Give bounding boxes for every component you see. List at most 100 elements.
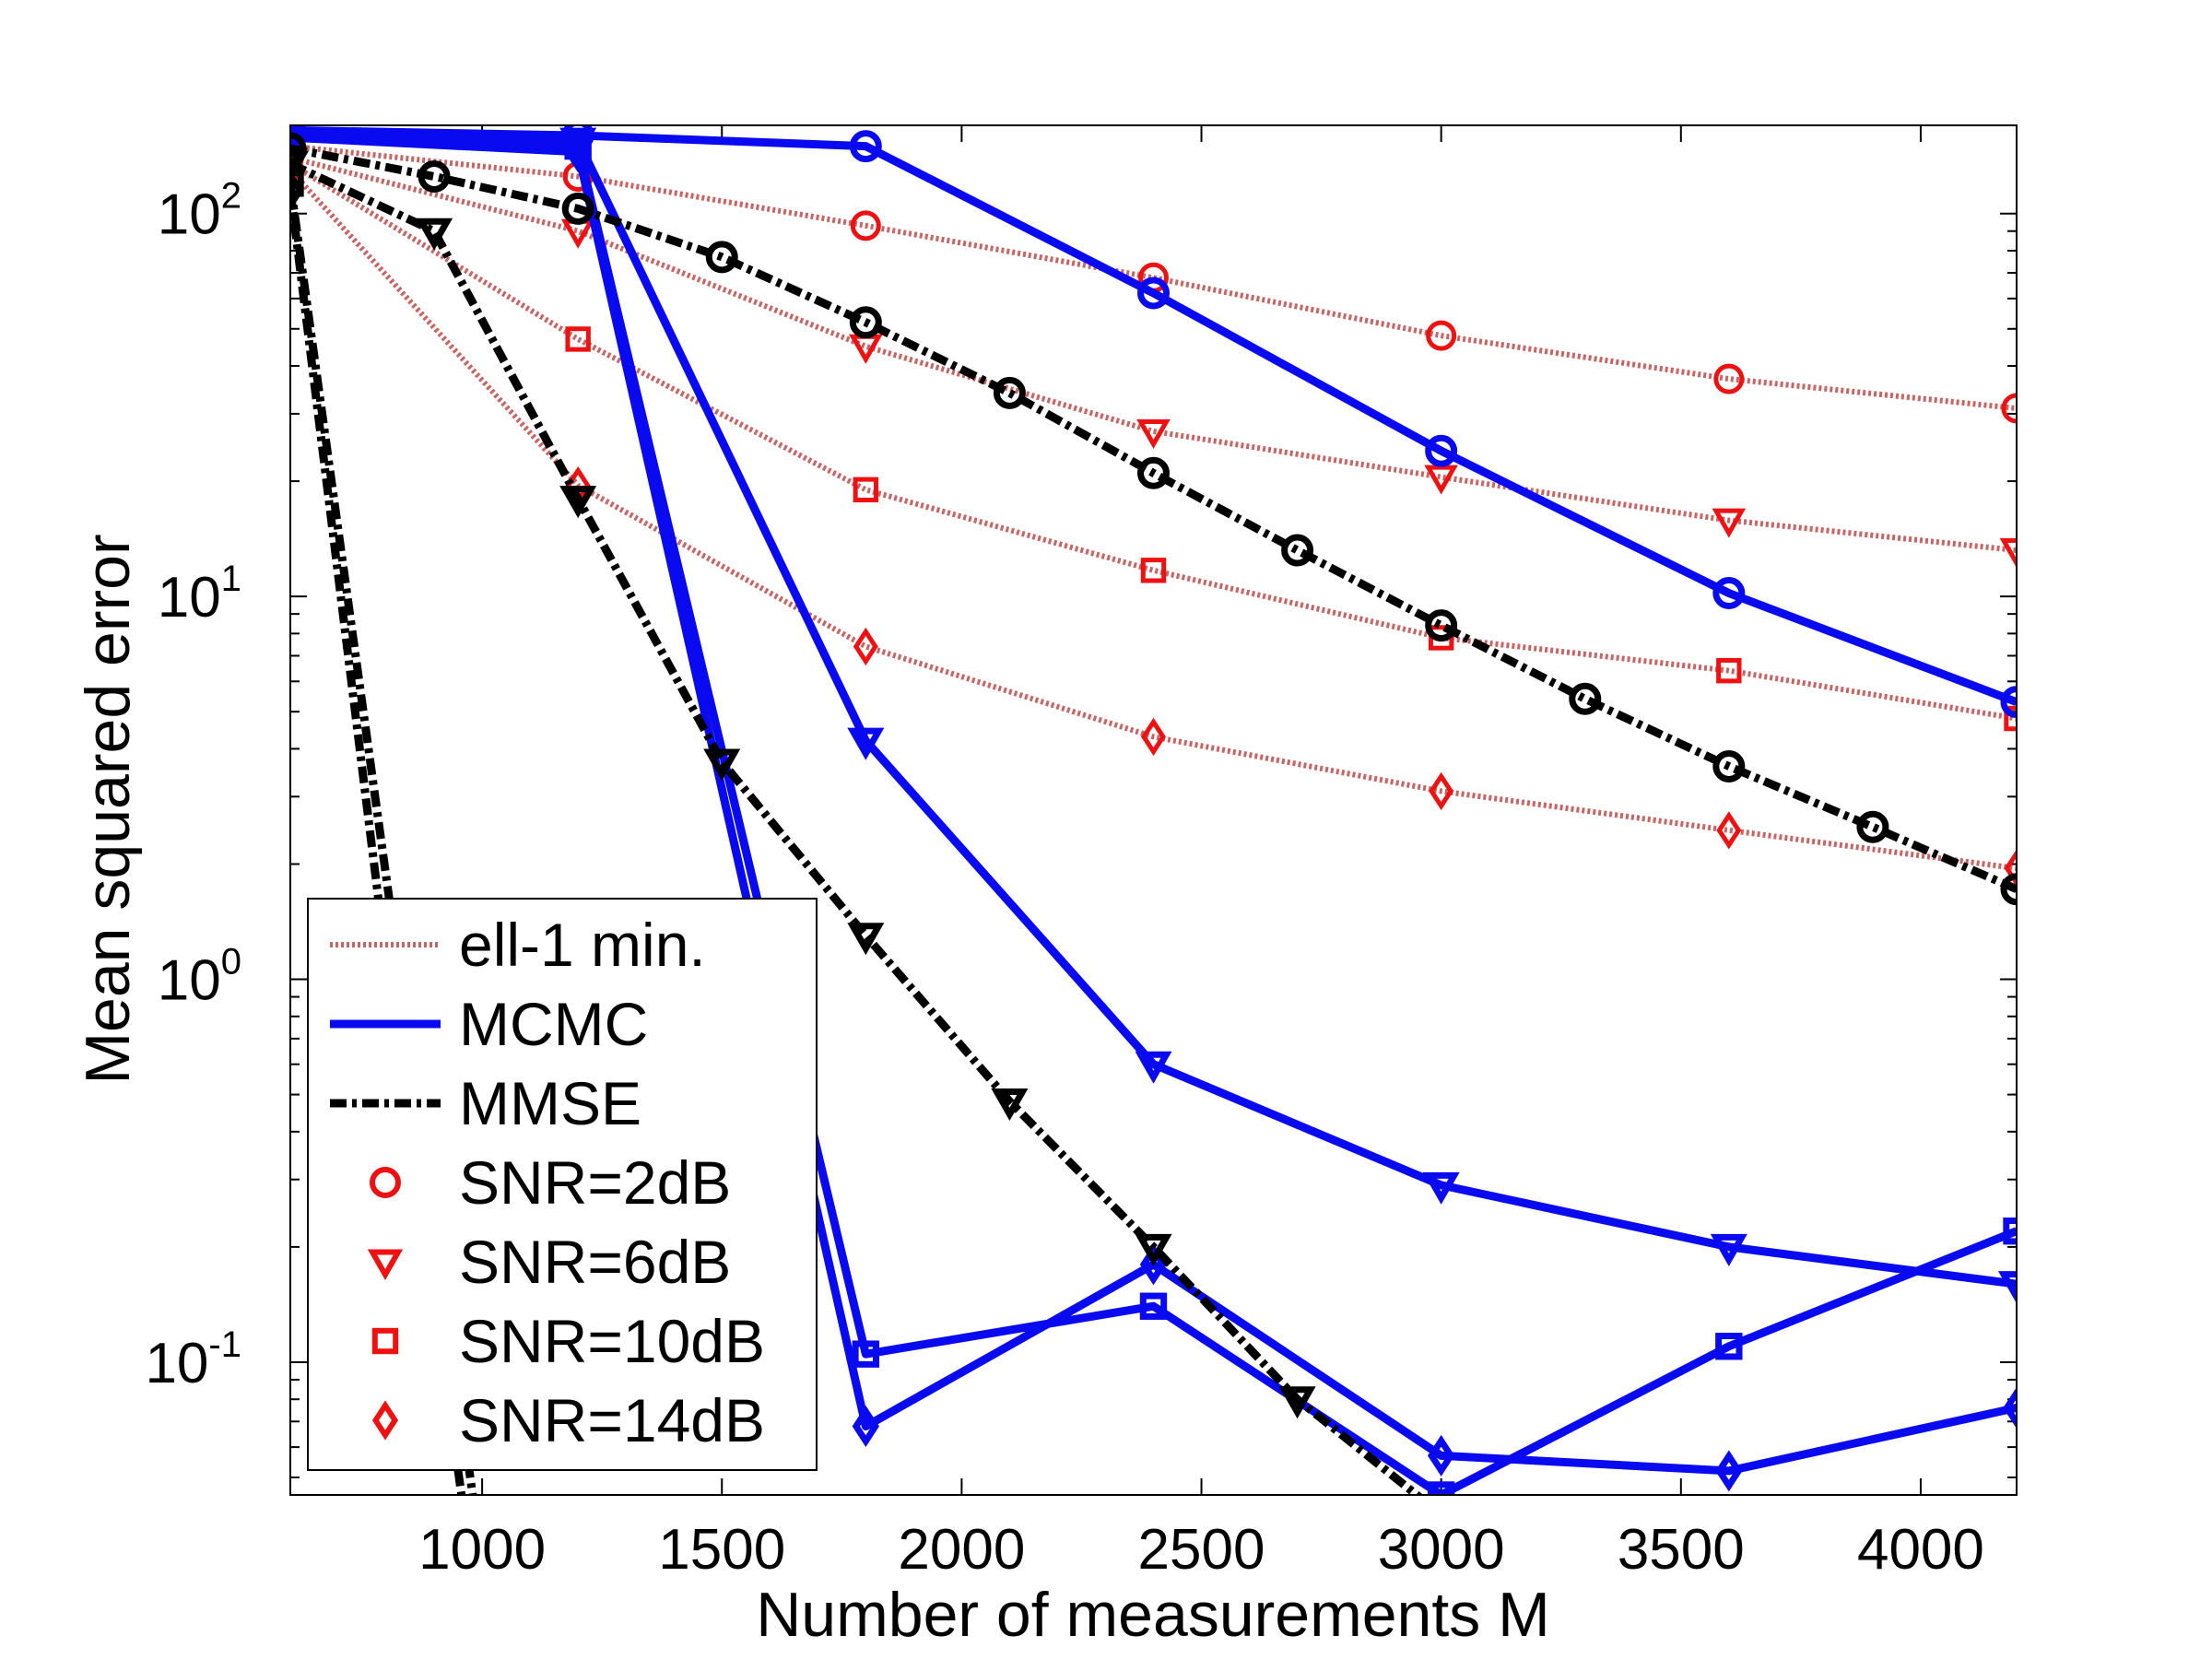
legend-marker-triangle [367, 1249, 404, 1281]
series-mmse-snr-6db [290, 150, 1424, 1495]
x-tick-label: 1000 [418, 1518, 546, 1582]
x-tick-label: 4000 [1857, 1518, 1984, 1582]
point-mcmc-snr-2db [2000, 686, 2017, 719]
point-mmse-snr-2db [1281, 534, 1314, 567]
point-mcmc-snr-2db [1712, 577, 1746, 610]
point-mmse-snr-2db [705, 241, 738, 274]
point-mcmc-snr-6db [847, 727, 885, 760]
point-mmse-snr-6db [416, 218, 453, 251]
y-tick-label: 101 [158, 559, 241, 629]
legend-label-ell1: ell-1 min. [459, 911, 706, 979]
point-ell-1-min-snr-2db [1713, 363, 1745, 394]
line-mmse-snr-6db [290, 159, 1424, 1495]
point-ell-1-min-snr-2db [2001, 393, 2017, 424]
y-tick-label: 10-1 [145, 1324, 241, 1395]
point-ell-1-min-snr-6db [1136, 418, 1171, 449]
legend: ell-1 min. MCMC MMSE SNR=2dB SNR=6dB SNR=10dB… [307, 898, 818, 1471]
legend-label-snr-10db: SNR=10dB [459, 1307, 765, 1375]
point-mcmc-snr-6db [1997, 1271, 2017, 1304]
point-mcmc-snr-10db [1427, 1481, 1455, 1495]
line-ell-1-min-snr-10db [290, 161, 2017, 722]
x-axis-title: Number of measurements M [756, 1580, 1550, 1650]
point-ell-1-min-snr-6db [1999, 538, 2017, 569]
point-ell-1-min-snr-14db [1429, 771, 1454, 811]
plot-frame [289, 124, 2018, 1496]
point-ell-1-min-snr-6db [1424, 465, 1458, 495]
point-mmse-snr-6db [290, 150, 310, 183]
legend-marker-circle [370, 1167, 401, 1198]
point-ell-1-min-snr-2db [850, 210, 881, 241]
point-mmse-snr-2db [1137, 456, 1170, 489]
point-mmse-snr-2db [1425, 609, 1458, 642]
x-tick-label: 2500 [1138, 1518, 1265, 1582]
point-mcmc-snr-10db [2003, 1217, 2017, 1245]
point-mcmc-snr-6db [1422, 1171, 1460, 1205]
point-mcmc-snr-10db [852, 1340, 880, 1368]
point-mcmc-snr-6db [1135, 1051, 1172, 1084]
x-tick-label: 3500 [1618, 1518, 1745, 1582]
x-tick-label: 3000 [1378, 1518, 1505, 1582]
point-mcmc-snr-2db [1425, 434, 1458, 467]
point-ell-1-min-snr-10db [2004, 705, 2017, 732]
y-axis-title: Mean squared error [73, 534, 143, 1084]
x-tick-label: 1500 [658, 1518, 785, 1582]
legend-label-snr-6db: SNR=6dB [459, 1228, 731, 1296]
point-mmse-snr-2db [418, 159, 451, 193]
point-mmse-snr-2db [1569, 682, 1602, 715]
point-mmse-snr-2db [993, 376, 1026, 409]
legend-label-mcmc: MCMC [459, 990, 648, 1058]
series-ell-1-min-snr-10db [290, 150, 2017, 732]
point-mcmc-snr-14db [852, 1406, 880, 1448]
series-ell-1-min-snr-6db [290, 146, 2017, 569]
point-mmse-snr-6db [703, 748, 741, 782]
point-ell-1-min-snr-2db [1426, 320, 1457, 351]
point-mmse-snr-14db [290, 170, 304, 212]
point-mcmc-snr-14db [2003, 1386, 2017, 1429]
tick-labels: 1000 1500 2000 2500 3000 3500 4000 102 101 100 10-… [145, 176, 1983, 1582]
legend-marker-square [371, 1327, 399, 1355]
point-ell-1-min-snr-10db [1140, 558, 1167, 583]
point-mmse-snr-10db [290, 170, 304, 197]
point-mmse-snr-6db [991, 1088, 1029, 1122]
point-mcmc-snr-2db [1137, 276, 1170, 310]
y-tick-label: 102 [158, 176, 241, 247]
point-ell-1-min-snr-14db [853, 627, 878, 666]
point-mmse-snr-6db [559, 486, 597, 519]
line-ell-1-min-snr-2db [290, 143, 2017, 412]
point-ell-1-min-snr-14db [2004, 849, 2017, 888]
point-mmse-snr-6db [1278, 1386, 1316, 1419]
point-mcmc-snr-14db [564, 131, 592, 173]
point-ell-1-min-snr-14db [1141, 717, 1166, 757]
legend-label-mmse: MMSE [459, 1069, 641, 1137]
point-mcmc-snr-10db [1139, 1292, 1168, 1320]
point-mmse-snr-2db [849, 306, 882, 339]
point-mmse-snr-2db [561, 192, 594, 225]
series-layer [290, 125, 2017, 1495]
line-ell-1-min-snr-6db [290, 155, 2017, 554]
point-mcmc-snr-14db [1715, 1450, 1743, 1492]
point-mmse-snr-2db [2000, 873, 2017, 906]
point-mcmc-snr-6db [1710, 1233, 1747, 1266]
legend-label-snr-2db: SNR=2dB [459, 1148, 731, 1217]
point-ell-1-min-snr-14db [1716, 811, 1742, 850]
point-mmse-snr-2db [290, 132, 307, 165]
point-mmse-snr-6db [847, 923, 885, 956]
point-mmse-snr-2db [1856, 810, 1889, 843]
point-mcmc-snr-2db [849, 130, 882, 163]
x-tick-label: 2000 [898, 1518, 1025, 1582]
series-mmse-snr-2db [290, 132, 2017, 906]
point-mmse-snr-6db [1135, 1233, 1172, 1266]
point-mcmc-snr-14db [290, 125, 304, 159]
legend-label-snr-14db: SNR=14dB [459, 1386, 765, 1454]
point-mcmc-snr-14db [1427, 1434, 1455, 1477]
legend-box [307, 898, 818, 1471]
point-ell-1-min-snr-10db [565, 326, 591, 352]
line-ell-1-min-snr-14db [290, 168, 2017, 872]
point-ell-1-min-snr-6db [1712, 508, 1747, 538]
point-ell-1-min-snr-10db [853, 477, 879, 503]
line-mmse-snr-2db [290, 144, 2017, 893]
point-mmse-snr-2db [1712, 749, 1746, 782]
y-tick-label: 100 [158, 942, 241, 1013]
point-ell-1-min-snr-10db [1716, 657, 1742, 684]
